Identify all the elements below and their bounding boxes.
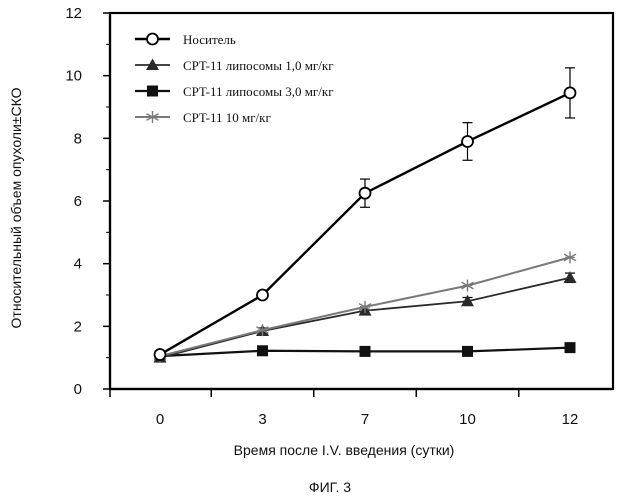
legend: Носитель CPT-11 липосомы 1,0 мг/кг CPT-11 …: [135, 32, 334, 125]
data-point-3-10: [462, 345, 473, 357]
legend-marker: [146, 58, 159, 70]
data-point-4-12: [563, 251, 577, 264]
series-layer: [153, 67, 577, 363]
y-axis: 0 2 4 6 8 10 12: [65, 5, 112, 398]
data-point-2-12: [563, 271, 577, 283]
data-point-4-10: [461, 279, 474, 292]
legend-label-4: CPT-11 10 мг/кг: [183, 110, 271, 125]
legend-label-3: CPT-11 липосомы 3,0 мг/кг: [183, 84, 334, 99]
x-tick-label-7: 7: [361, 411, 369, 428]
legend-label-1: Носитель: [183, 32, 236, 47]
data-point-3-12: [564, 342, 576, 354]
data-point-2-10: [461, 294, 474, 307]
legend-item-4: CPT-11 10 мг/кг: [135, 110, 271, 125]
data-point-3-7: [359, 345, 371, 357]
y-axis-label: Относительный объем опухоли±СКО: [8, 87, 24, 328]
y-tick-label-2: 2: [74, 318, 82, 335]
x-tick-label-0: 0: [156, 411, 164, 428]
y-tick-label-12: 12: [65, 5, 82, 22]
series-1: [153, 67, 577, 361]
legend-marker: [147, 85, 158, 97]
legend-item-2: CPT-11 липосомы 1,0 мг/кг: [135, 58, 334, 73]
data-point-4-3: [256, 324, 269, 337]
y-tick-label-0: 0: [74, 381, 82, 398]
x-tick-label-3: 3: [258, 411, 266, 428]
data-point-1-7: [358, 186, 372, 200]
x-tick-label-12: 12: [562, 411, 579, 428]
y-tick-label-10: 10: [65, 68, 82, 85]
figure-caption: ФИГ. 3: [309, 479, 351, 495]
data-point-1-0: [153, 348, 167, 361]
x-tick-label-10: 10: [459, 411, 476, 428]
y-tick-label-4: 4: [74, 256, 82, 273]
y-tick-label-8: 8: [74, 130, 82, 147]
data-point-1-3: [256, 288, 269, 302]
x-axis: 0 3 7 10 12: [109, 387, 613, 428]
data-point-1-10: [461, 135, 474, 148]
plot-area: [108, 11, 615, 391]
legend-marker: [146, 32, 159, 46]
legend-label-2: CPT-11 липосомы 1,0 мг/кг: [183, 58, 334, 73]
x-axis-label: Время после I.V. введения (сутки): [234, 442, 455, 458]
legend-marker: [146, 111, 159, 123]
legend-item-3: CPT-11 липосомы 3,0 мг/кг: [135, 84, 334, 99]
y-tick-label-6: 6: [74, 193, 82, 210]
data-point-3-3: [257, 345, 268, 357]
data-point-4-7: [358, 300, 372, 313]
legend-item-1: Носитель: [135, 32, 236, 47]
data-point-1-12: [563, 86, 577, 100]
